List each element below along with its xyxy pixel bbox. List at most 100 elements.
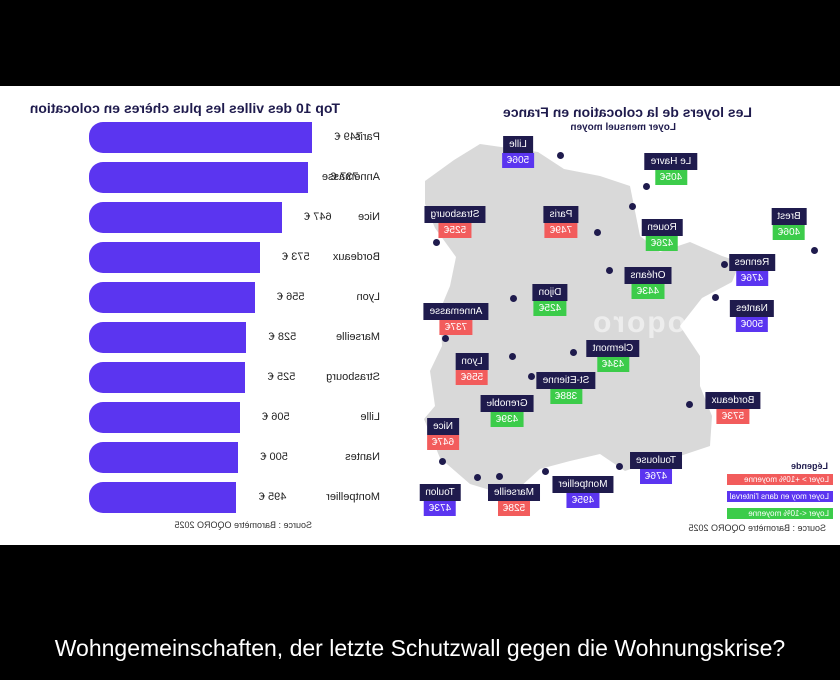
city-name: Toulouse [629,452,683,469]
city-name: Toulon [419,484,461,501]
city-name: Nantes [730,300,774,317]
city-price: 426€ [645,236,679,251]
city-marker [712,294,719,301]
city-label: Lyon 556€ [455,353,489,385]
city-name: Marseille [487,484,541,501]
bar-category-label: Lyon [356,291,380,303]
city-marker [433,239,440,246]
city-marker [606,267,613,274]
city-name: Paris [543,206,579,223]
city-name: Clermont [586,340,640,357]
city-marker [594,229,601,236]
bar-value-label: 528 € [268,331,297,343]
city-price: 506€ [501,153,535,168]
city-name: Dijon [532,284,568,301]
bar-value-label: 749 € [334,131,362,143]
city-price: 500€ [735,317,769,332]
city-label: Clermont 434€ [586,340,640,372]
bar-category-label: Strasbourg [326,371,380,383]
bar-value-label: 737 € [330,171,359,183]
legend-title: Légende [790,461,828,471]
bar [89,202,282,233]
bar [89,362,246,393]
city-price: 525€ [438,223,472,238]
city-label: Montpellier 495€ [552,476,614,508]
city-name: Bordeaux [705,392,761,409]
city-marker [485,395,492,402]
city-price: 425€ [533,301,567,316]
bar-value-label: 506 € [262,411,290,423]
bar [89,442,238,473]
bar-value-label: 525 € [267,371,296,383]
city-price: 556€ [455,370,489,385]
bar [89,242,260,273]
city-name: Lille [503,136,533,153]
bar [89,322,247,353]
city-name: Le Havre [644,153,698,170]
city-label: Rouen 426€ [641,219,683,251]
city-name: Nice [427,418,460,435]
city-name: Annemasse [423,303,489,320]
city-name: Strasbourg [424,206,486,223]
bar-category-label: Nantes [345,451,380,463]
bar-category-label: Montpellier [326,491,380,503]
city-label: St-Etienne 388€ [536,372,596,404]
city-price: 495€ [566,493,600,508]
city-name: Rouen [641,219,683,236]
city-label: Orléans 443€ [624,267,672,299]
city-label: Brest 406€ [771,208,807,240]
city-name: Lyon [455,353,489,370]
bar-category-label: Lille [360,411,380,423]
city-marker [528,373,535,380]
city-price: 528€ [497,501,531,516]
map-subtitle: Loyer mensuel moyen [570,122,676,133]
city-label: Bordeaux 573€ [705,392,761,424]
map-title: Les loyers de la colocation en France [503,104,752,120]
bar-value-label: 556 € [277,291,305,303]
city-price: 573€ [716,409,750,424]
city-marker [496,473,503,480]
city-marker [570,349,577,356]
bar [89,482,237,513]
city-marker [439,458,446,465]
bar-category-label: Marseille [335,331,380,343]
city-marker [811,247,818,254]
map-source: Source : Baromètre OQORO 2025 [688,523,826,533]
city-label: Toulon 473€ [419,484,461,516]
mirrored-infographic: Top 10 des villes les plus chères en col… [0,86,840,545]
city-label: Nantes 500€ [730,300,774,332]
bar-value-label: 495 € [258,491,287,503]
city-name: Orléans [624,267,672,284]
city-price: 443€ [631,284,665,299]
city-price: 647€ [426,435,460,450]
city-marker [510,295,517,302]
city-marker [509,353,516,360]
city-price: 406€ [772,225,806,240]
bar-value-label: 500 € [260,451,288,463]
city-price: 434€ [596,357,630,372]
watermark: oqoro [591,306,686,339]
bar [89,282,255,313]
infographic-panel: Top 10 des villes les plus chères en col… [0,86,840,545]
city-price: 737€ [439,320,473,335]
city-label: Annemasse 737€ [423,303,489,335]
city-marker [686,401,693,408]
city-name: Brest [771,208,807,225]
city-price: 405€ [654,170,688,185]
legend-item: Loyer moy en dans l'interval [727,491,833,502]
city-marker [616,463,623,470]
city-price: 473€ [423,501,457,516]
city-label: Rennes 476€ [728,254,776,286]
city-name: Montpellier [552,476,614,493]
city-label: Lille 506€ [501,136,535,168]
city-label: Marseille 528€ [487,484,541,516]
bar [89,162,309,193]
city-label: Toulouse 476€ [629,452,683,484]
legend-item: Loyer > +10% moyenne [727,474,833,485]
city-marker [474,474,481,481]
france-map [424,144,740,496]
city-label: Nice 647€ [426,418,460,450]
city-name: Rennes [728,254,776,271]
bar [89,402,240,433]
city-marker [629,203,636,210]
